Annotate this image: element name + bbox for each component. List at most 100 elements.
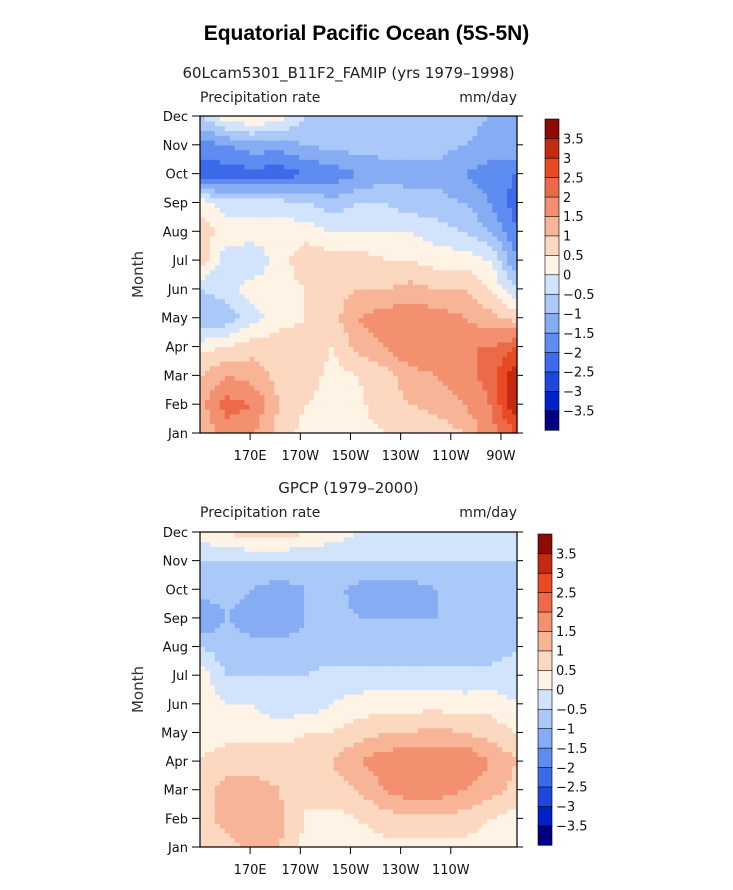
heatmap-cell (338, 346, 345, 352)
heatmap-cell (219, 837, 226, 843)
heatmap-cell (512, 356, 518, 362)
heatmap-cell (467, 188, 474, 194)
heatmap-cell (487, 418, 493, 424)
heatmap-cell (417, 250, 424, 256)
colorbar-swatch (544, 215, 560, 237)
heatmap-cell (497, 164, 503, 170)
heatmap-cell (219, 120, 226, 127)
heatmap-cell (437, 370, 444, 376)
figure-title: Equatorial Pacific Ocean (5S-5N) (203, 22, 530, 45)
heatmap-cell (408, 279, 414, 285)
heatmap-cell (378, 192, 384, 199)
heatmap-cell (204, 327, 211, 333)
heatmap-cell (338, 418, 345, 424)
heatmap-cell (229, 288, 236, 295)
heatmap-cell (442, 140, 449, 146)
heatmap-cell (462, 384, 469, 391)
heatmap-cell (294, 418, 300, 424)
heatmap-cell (269, 226, 275, 232)
heatmap-cell (477, 394, 483, 400)
heatmap-cell (408, 212, 414, 218)
heatmap-cell (437, 308, 444, 314)
heatmap-cell (368, 823, 374, 829)
heatmap-cell (512, 394, 518, 400)
heatmap-cell (432, 269, 439, 276)
heatmap-cell (502, 799, 508, 805)
heatmap-cell (244, 255, 251, 261)
heatmap-cell (239, 212, 246, 218)
heatmap-cell (348, 149, 355, 156)
heatmap-cell (308, 794, 315, 800)
heatmap-cell (338, 125, 345, 132)
heatmap-cell (412, 308, 419, 314)
heatmap-cell (507, 207, 513, 213)
heatmap-cell (328, 293, 335, 300)
heatmap-cell (353, 197, 360, 204)
heatmap-cell (432, 365, 439, 372)
heatmap-cell (368, 221, 374, 228)
heatmap-cell (388, 341, 394, 348)
heatmap-cell (318, 144, 325, 151)
heatmap-cell (487, 269, 493, 276)
heatmap-cell (353, 293, 360, 300)
heatmap-cell (368, 827, 374, 834)
heatmap-cell (393, 341, 399, 348)
heatmap-cell (289, 808, 295, 815)
heatmap-cell (200, 794, 206, 800)
heatmap-cell (477, 264, 483, 271)
heatmap-cell (507, 245, 513, 252)
heatmap-cell (318, 202, 325, 208)
heatmap-cell (442, 322, 449, 328)
heatmap-cell (497, 356, 503, 362)
heatmap-cell (200, 130, 206, 136)
heatmap-cell (457, 245, 464, 252)
heatmap-cell (259, 260, 265, 266)
heatmap-cell (239, 375, 246, 381)
heatmap-cell (368, 799, 374, 805)
heatmap-cell (333, 341, 340, 348)
colorbar-label: −3.5 (563, 405, 595, 420)
heatmap-cell (358, 245, 365, 252)
heatmap-cell (274, 312, 280, 319)
heatmap-cell (422, 260, 429, 266)
heatmap-cell (358, 332, 365, 338)
heatmap-cell (393, 317, 399, 324)
heatmap-cell (373, 274, 379, 280)
heatmap-cell (472, 135, 478, 141)
heatmap-cell (343, 192, 350, 199)
heatmap-cell (427, 394, 434, 400)
heatmap-cell (214, 197, 221, 204)
heatmap-cell (224, 813, 231, 819)
heatmap-cell (462, 842, 469, 848)
heatmap-cell (264, 116, 270, 122)
heatmap-cell (457, 154, 464, 160)
heatmap-cell (378, 413, 384, 420)
heatmap-cell (294, 327, 300, 333)
heatmap-cell (239, 827, 246, 834)
heatmap-cell (487, 202, 493, 208)
heatmap-cell (412, 116, 419, 122)
heatmap-cell (308, 207, 315, 213)
heatmap-cell (304, 221, 310, 228)
heatmap-cell (328, 312, 335, 319)
heatmap-cell (229, 149, 236, 156)
heatmap-cell (338, 428, 345, 434)
heatmap-cell (274, 120, 280, 127)
heatmap-cell (427, 236, 434, 242)
heatmap-cell (353, 298, 360, 304)
heatmap-cell (294, 312, 300, 319)
heatmap-cell (378, 332, 384, 338)
heatmap-cell (417, 120, 424, 127)
heatmap-cell (338, 149, 345, 156)
heatmap-cell (447, 260, 454, 266)
heatmap-cell (214, 236, 221, 242)
heatmap-cell (214, 808, 221, 815)
heatmap-cell (269, 423, 275, 429)
heatmap-cell (492, 308, 498, 314)
heatmap-cell (289, 413, 295, 420)
heatmap-cell (408, 423, 414, 429)
heatmap-cell (442, 399, 449, 405)
heatmap-cell (244, 212, 251, 218)
heatmap-cell (422, 192, 429, 199)
heatmap-cell (373, 144, 379, 151)
